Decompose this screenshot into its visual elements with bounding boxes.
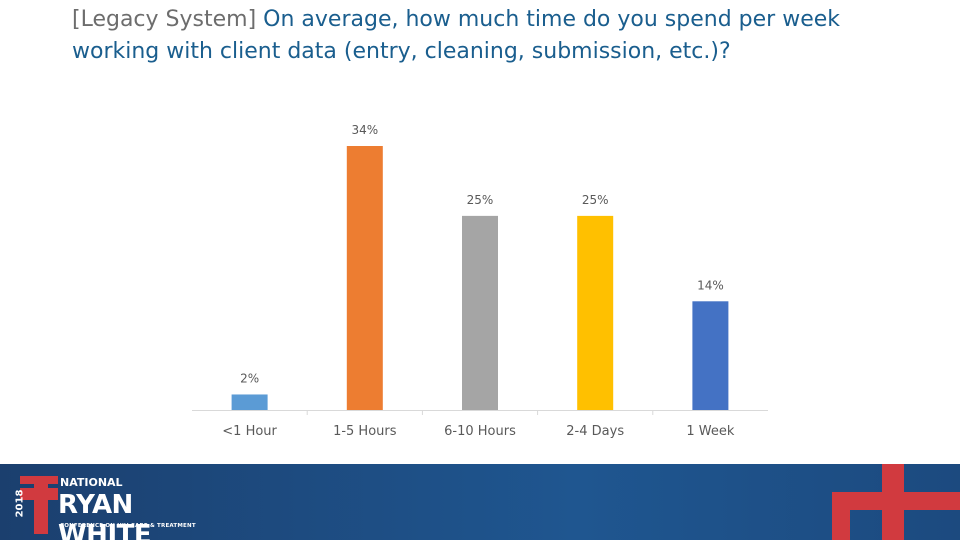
logo-name: RYAN WHITE (58, 490, 152, 540)
bar-3 (577, 215, 614, 410)
logo-conference: CONFERENCE ON HIV CARE & TREATMENT (60, 523, 196, 529)
title-question: On average, how much time do you spend p… (72, 7, 841, 64)
decorative-cross-foot (832, 510, 850, 540)
decorative-cross-horizontal (832, 492, 960, 510)
bar-chart: 2% <1 Hour 34% 1-5 Hours 25% 6-10 Hours 25% 2-4… (192, 123, 768, 439)
bar-2 (462, 215, 498, 410)
bar-4 (692, 301, 729, 410)
data-label-2: 25% (467, 193, 494, 207)
bar-1 (346, 146, 383, 410)
data-label-3: 25% (582, 193, 609, 207)
slide-title: [Legacy System] On average, how much tim… (72, 4, 932, 68)
data-label-0: 2% (240, 371, 259, 385)
data-label-4: 14% (697, 278, 724, 292)
logo-cross-horizontal (20, 488, 58, 500)
data-label-1: 34% (351, 123, 378, 137)
footer-banner: 2018 NATIONAL RYAN WHITE CONFERENCE ON H… (0, 464, 960, 540)
x-tick-label-0: <1 Hour (222, 424, 277, 439)
title-prefix: [Legacy System] (72, 7, 257, 32)
x-tick-label-4: 1 Week (686, 424, 734, 439)
x-tick-label-2: 6-10 Hours (444, 424, 516, 439)
logo-year: 2018 (14, 489, 26, 518)
x-tick-label-1: 1-5 Hours (333, 424, 397, 439)
x-tick-label-3: 2-4 Days (566, 424, 624, 439)
ryan-white-logo: 2018 NATIONAL RYAN WHITE CONFERENCE ON H… (14, 470, 214, 540)
bar-0 (231, 394, 268, 410)
logo-cross-vertical (34, 476, 48, 534)
logo-national: NATIONAL (60, 476, 123, 489)
